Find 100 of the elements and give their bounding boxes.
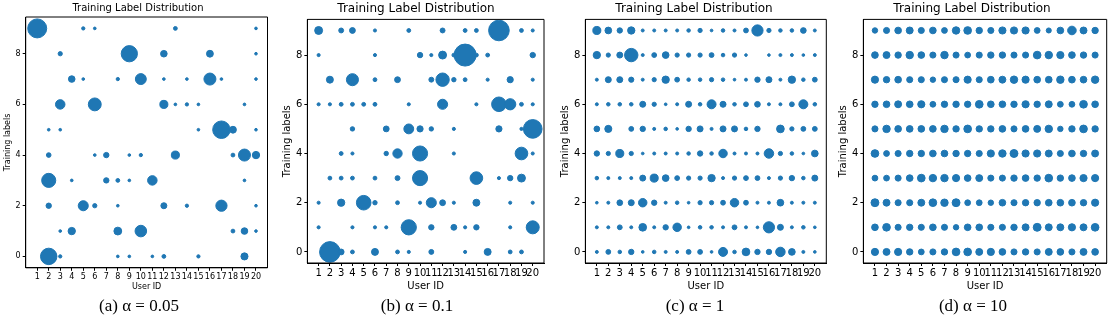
x-tick-label: 6: [651, 266, 658, 278]
x-tick-label: 11: [984, 266, 998, 278]
x-tick-label: 8: [952, 266, 960, 278]
x-tick-label: 19: [239, 271, 250, 281]
x-tick-label: 1: [34, 271, 40, 281]
x-tick-label: 8: [115, 271, 121, 281]
x-axis-title: User ID: [687, 279, 725, 291]
x-tick-label: 1: [871, 266, 879, 278]
x-tick-label: 9: [126, 271, 132, 281]
x-tick-label: 4: [69, 271, 75, 281]
x-tick-label: 15: [751, 266, 764, 278]
x-tick-label: 2: [46, 271, 52, 281]
y-tick-label: 4: [15, 150, 21, 160]
x-tick-label: 20: [526, 266, 540, 278]
y-tick-label: 2: [851, 196, 859, 208]
y-axis-title: Training labels: [836, 105, 848, 179]
x-tick-label: 7: [941, 266, 948, 278]
x-tick-label: 17: [492, 266, 506, 278]
x-tick-label: 18: [785, 266, 799, 278]
text: (b) α = 0.1: [380, 296, 454, 316]
x-tick-label: 13: [1007, 266, 1021, 278]
chart-title: Training Label Distribution: [614, 1, 773, 16]
y-tick-label: 6: [573, 97, 581, 109]
x-tick-label: 3: [894, 266, 902, 278]
text: (d) α = 10: [938, 296, 1008, 316]
x-tick-label: 9: [964, 266, 971, 278]
text: (c) α = 1: [665, 296, 725, 316]
y-tick-label: 6: [15, 99, 21, 109]
y-tick-label: 2: [15, 200, 21, 210]
x-tick-label: 10: [413, 266, 427, 278]
y-tick-label: 8: [15, 48, 21, 58]
y-tick-label: 0: [851, 245, 859, 257]
x-tick-label: 3: [616, 266, 623, 278]
y-axis-title: Training labels: [280, 105, 292, 179]
x-tick-label: 15: [470, 266, 483, 278]
x-tick-label: 15: [193, 271, 204, 281]
x-tick-label: 2: [605, 266, 612, 278]
x-tick-label: 9: [405, 266, 412, 278]
y-axis-title: Training labels: [558, 105, 570, 179]
x-tick-label: 13: [728, 266, 741, 278]
x-tick-label: 18: [227, 271, 239, 281]
text: (a) α = 0.05: [99, 296, 179, 316]
x-tick-label: 14: [181, 271, 192, 281]
x-tick-label: 16: [204, 271, 216, 281]
x-tick-label: 3: [57, 271, 63, 281]
x-tick-label: 7: [662, 266, 669, 278]
y-tick-label: 8: [573, 48, 581, 60]
x-axis-title: User ID: [131, 282, 162, 292]
y-tick-label: 4: [851, 147, 859, 159]
x-axis-title: User ID: [407, 279, 445, 291]
x-tick-label: 13: [170, 271, 181, 281]
x-tick-label: 18: [1065, 266, 1079, 278]
y-tick-label: 6: [295, 97, 303, 109]
y-tick-label: 4: [573, 147, 581, 159]
x-tick-label: 10: [135, 271, 146, 281]
x-tick-label: 3: [337, 266, 345, 278]
x-tick-label: 2: [326, 266, 334, 278]
x-tick-label: 20: [808, 266, 822, 278]
x-tick-label: 19: [1077, 266, 1090, 278]
x-tick-label: 10: [693, 266, 707, 278]
x-tick-label: 6: [92, 271, 98, 281]
chart-title: Training Label Distribution: [71, 1, 204, 13]
x-tick-label: 1: [315, 266, 322, 278]
x-tick-label: 14: [739, 266, 753, 278]
y-tick-label: 2: [295, 196, 303, 208]
x-tick-label: 6: [929, 266, 937, 278]
x-tick-label: 5: [639, 266, 646, 278]
x-tick-label: 19: [515, 266, 528, 278]
y-tick-label: 8: [295, 48, 303, 60]
x-tick-label: 16: [762, 266, 776, 278]
y-axis-title: Training labels: [2, 113, 12, 173]
x-axis-title: User ID: [966, 279, 1004, 291]
chart-title: Training Label Distribution: [892, 1, 1051, 16]
y-tick-label: 0: [573, 245, 581, 257]
y-tick-label: 0: [15, 251, 21, 261]
x-tick-label: 12: [716, 266, 730, 278]
y-tick-label: 4: [295, 147, 303, 159]
x-tick-label: 4: [906, 266, 913, 278]
x-tick-label: 5: [360, 266, 367, 278]
x-tick-label: 12: [436, 266, 449, 278]
x-tick-label: 16: [481, 266, 495, 278]
x-tick-label: 13: [447, 266, 461, 278]
x-tick-label: 8: [673, 266, 681, 278]
y-tick-label: 6: [851, 97, 859, 109]
chart-title: Training Label Distribution: [336, 1, 495, 16]
y-tick-label: 0: [295, 245, 303, 257]
x-tick-label: 5: [80, 271, 86, 281]
x-tick-label: 5: [918, 266, 925, 278]
x-tick-label: 20: [1088, 266, 1102, 278]
x-tick-label: 7: [103, 271, 109, 281]
x-tick-label: 20: [250, 271, 262, 281]
x-tick-label: 4: [628, 266, 635, 278]
x-tick-label: 12: [996, 266, 1009, 278]
x-tick-label: 2: [883, 266, 890, 278]
x-tick-label: 6: [371, 266, 379, 278]
x-tick-label: 7: [383, 266, 390, 278]
x-tick-label: 17: [216, 271, 227, 281]
x-tick-label: 10: [972, 266, 986, 278]
x-tick-label: 4: [349, 266, 356, 278]
x-tick-label: 12: [158, 271, 169, 281]
